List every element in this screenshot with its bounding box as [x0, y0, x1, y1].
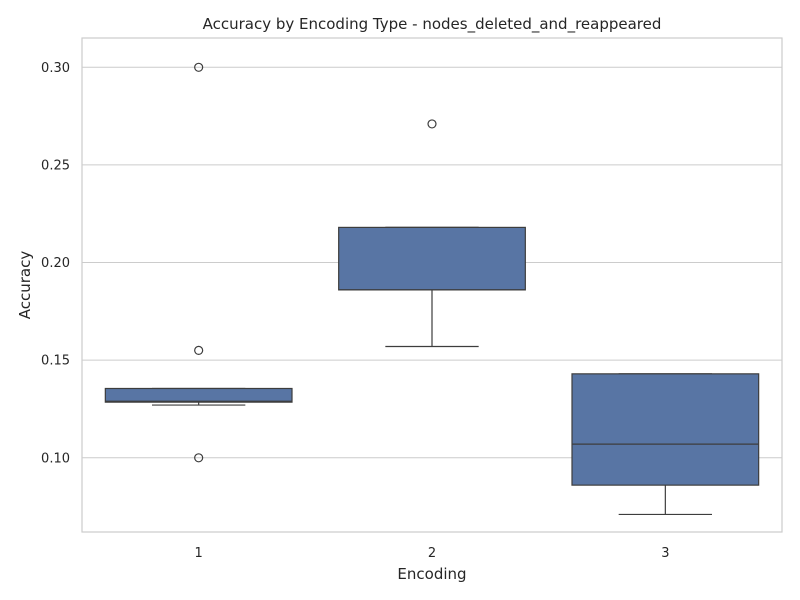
outlier-point	[194, 345, 204, 356]
x-tick-label: 1	[195, 546, 203, 561]
box-group-3	[571, 373, 760, 516]
outlier-point	[194, 62, 204, 72]
box	[571, 373, 760, 486]
y-axis-label: Accuracy	[16, 251, 34, 320]
y-tick-label: 0.30	[41, 61, 70, 76]
chart-title: Accuracy by Encoding Type - nodes_delete…	[203, 15, 662, 34]
x-tick-label: 2	[428, 546, 436, 561]
y-tick-label: 0.15	[41, 354, 70, 369]
y-tick-label: 0.25	[41, 158, 70, 173]
outlier-point	[194, 453, 204, 463]
x-tick-label: 3	[661, 546, 669, 561]
x-axis-label: Encoding	[397, 565, 466, 583]
y-tick-label: 0.10	[41, 451, 70, 466]
box	[104, 387, 293, 403]
plot-frame	[81, 37, 783, 533]
y-tick-label: 0.20	[41, 256, 70, 271]
outlier-point	[427, 119, 437, 129]
box	[338, 226, 526, 291]
box-group-2	[338, 119, 526, 348]
box-group-1	[104, 62, 293, 463]
